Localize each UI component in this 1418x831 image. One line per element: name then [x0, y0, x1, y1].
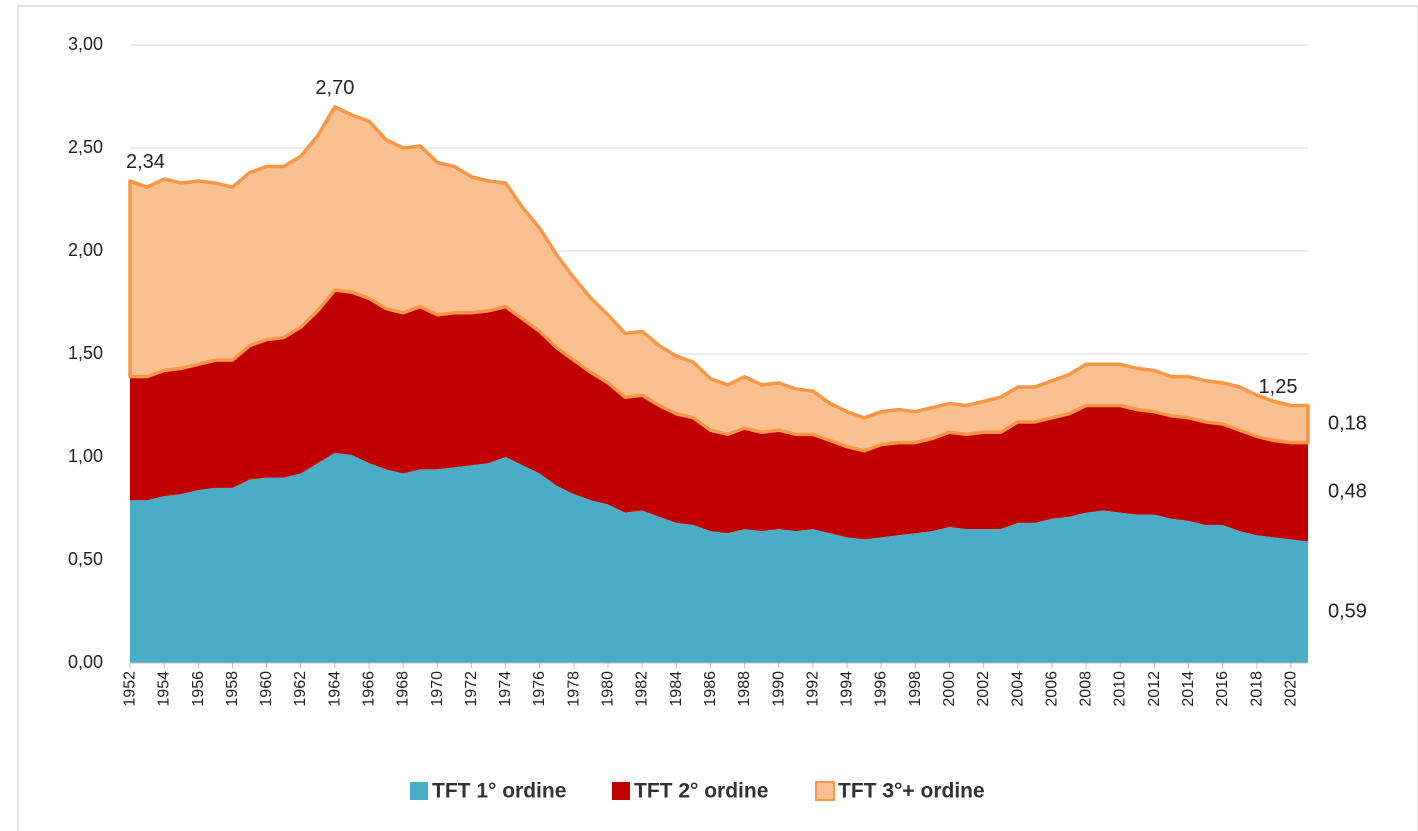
end-label: 0,59 — [1328, 601, 1367, 623]
x-tick-label: 1984 — [668, 671, 685, 707]
x-tick-label: 1996 — [873, 671, 890, 707]
x-tick-label: 1956 — [190, 671, 207, 707]
x-tick-label: 1978 — [565, 671, 582, 707]
x-tick-label: 2006 — [1043, 671, 1060, 707]
legend-text: TFT 2° ordine — [634, 780, 768, 803]
area — [130, 452, 1308, 663]
x-tick-label: 1954 — [156, 671, 173, 707]
x-tick-label: 2008 — [1078, 671, 1095, 707]
legend-text: TFT 1° ordine — [432, 780, 566, 803]
y-tick-label: 3,00 — [68, 34, 103, 54]
y-tick-label: 2,00 — [68, 240, 103, 260]
area — [128, 105, 1310, 453]
x-tick-label: 1958 — [224, 671, 241, 707]
legend-swatch — [815, 781, 835, 801]
x-tick-label: 1986 — [702, 671, 719, 707]
y-tick-label: 0,00 — [68, 652, 103, 672]
x-tick-label: 1966 — [361, 671, 378, 707]
x-tick-label: 1998 — [907, 671, 924, 707]
x-tick-label: 1968 — [395, 671, 412, 707]
x-tick-label: 2020 — [1282, 671, 1299, 707]
x-tick-label: 1980 — [600, 671, 617, 707]
x-tick-label: 1990 — [770, 671, 787, 707]
y-tick-label: 1,00 — [68, 446, 103, 466]
x-tick-label: 1982 — [634, 671, 651, 707]
x-tick-label: 2012 — [1146, 671, 1163, 707]
x-tick-label: 2010 — [1112, 671, 1129, 707]
y-tick-label: 1,50 — [68, 343, 103, 363]
x-tick-label: 2002 — [975, 671, 992, 707]
y-tick-label: 2,50 — [68, 137, 103, 157]
total-label: 2,70 — [315, 77, 354, 99]
x-tick-label: 2014 — [1180, 671, 1197, 707]
x-tick-label: 1992 — [804, 671, 821, 707]
x-tick-label: 2004 — [1009, 671, 1026, 707]
end-label: 0,18 — [1328, 412, 1367, 434]
x-tick-label: 1976 — [531, 671, 548, 707]
x-tick-label: 1972 — [463, 671, 480, 707]
x-tick-label: 2018 — [1248, 671, 1265, 707]
x-tick-label: 1988 — [736, 671, 753, 707]
x-tick-label: 2016 — [1214, 671, 1231, 707]
total-label: 1,25 — [1259, 376, 1298, 398]
x-tick-label: 1974 — [497, 671, 514, 707]
total-label: 2,34 — [126, 151, 165, 173]
x-tick-label: 1960 — [258, 671, 275, 707]
x-tick-label: 1994 — [839, 671, 856, 707]
legend-text: TFT 3°+ ordine — [838, 780, 985, 803]
x-tick-label: 1970 — [429, 671, 446, 707]
legend-swatch — [410, 782, 428, 800]
y-tick-label: 0,50 — [68, 549, 103, 569]
x-tick-label: 1964 — [326, 671, 343, 707]
area — [130, 290, 1308, 542]
end-label: 0,48 — [1328, 480, 1367, 502]
x-tick-label: 1962 — [292, 671, 309, 707]
x-tick-label: 2000 — [941, 671, 958, 707]
legend-swatch — [612, 782, 630, 800]
x-tick-label: 1952 — [122, 671, 139, 707]
chart-border — [17, 5, 1418, 831]
